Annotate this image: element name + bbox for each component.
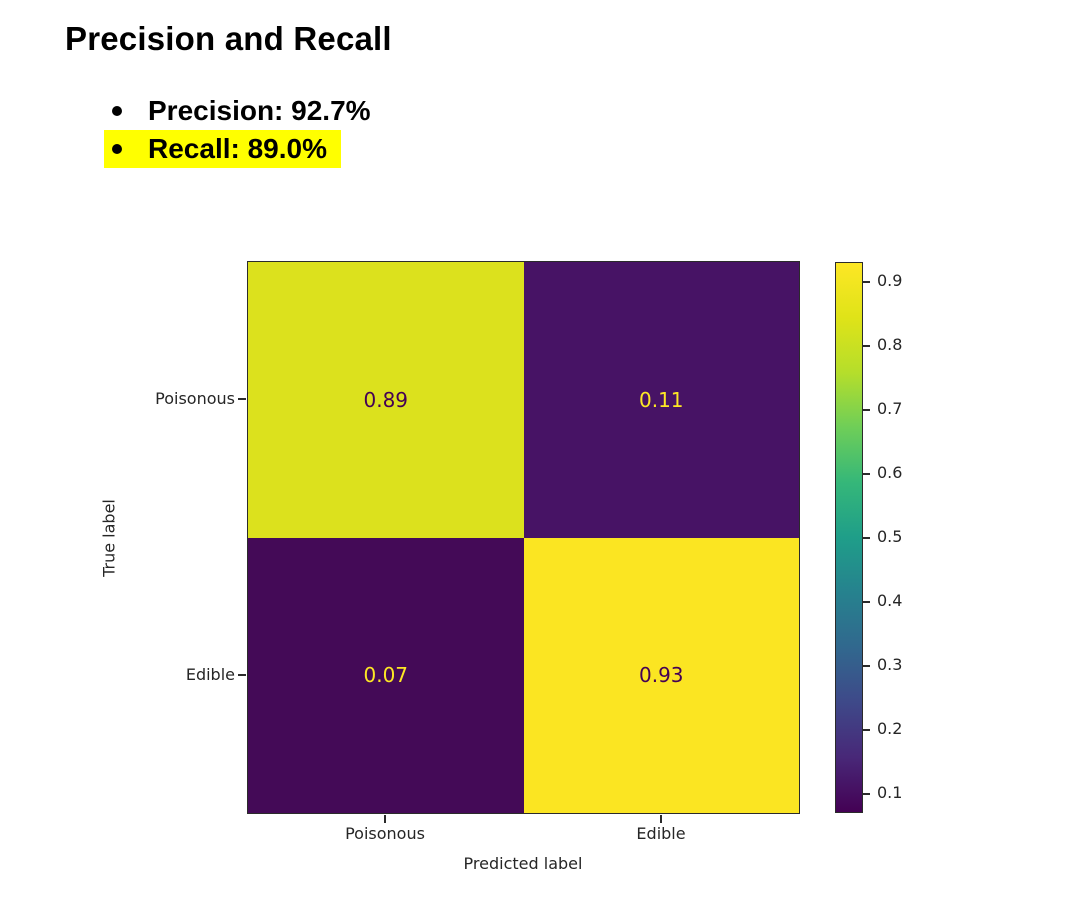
page-title: Precision and Recall <box>65 20 392 57</box>
y-tick-mark <box>238 398 246 400</box>
y-axis-title: True label <box>99 499 119 577</box>
colorbar-tick-mark <box>863 793 870 795</box>
colorbar-tick-label: 0.3 <box>877 655 903 674</box>
y-tick-label-edible: Edible <box>185 665 235 684</box>
colorbar-tick-label: 0.1 <box>877 783 903 802</box>
colorbar-tick-mark <box>863 473 870 475</box>
y-tick-label-poisonous: Poisonous <box>155 389 235 408</box>
metric-recall-text: Recall: 89.0% <box>148 133 327 164</box>
matrix-cell-edible-edible: 0.93 <box>523 537 799 813</box>
colorbar-tick-label: 0.2 <box>877 719 903 738</box>
x-tick-label-edible: Edible <box>636 824 686 843</box>
colorbar-tick-mark <box>863 409 870 411</box>
metrics-list: Precision: 92.7% Recall: 89.0% <box>104 92 385 168</box>
x-axis-title: Predicted label <box>463 854 583 873</box>
metric-precision: Precision: 92.7% <box>104 92 385 130</box>
colorbar-tick-label: 0.4 <box>877 591 903 610</box>
x-tick-mark <box>660 815 662 823</box>
colorbar-tick-label: 0.7 <box>877 399 903 418</box>
colorbar-tick-mark <box>863 729 870 731</box>
matrix-cell-edible-poisonous: 0.07 <box>248 537 524 813</box>
x-tick-mark <box>384 815 386 823</box>
colorbar-tick-mark <box>863 601 870 603</box>
x-tick-label-poisonous: Poisonous <box>345 824 425 843</box>
colorbar-tick-mark <box>863 345 870 347</box>
colorbar-tick-label: 0.5 <box>877 527 903 546</box>
metric-recall: Recall: 89.0% <box>104 130 341 168</box>
y-tick-mark <box>238 674 246 676</box>
bullet-icon <box>112 106 122 116</box>
colorbar-tick-mark <box>863 281 870 283</box>
matrix-cell-poisonous-edible: 0.11 <box>523 262 799 538</box>
metric-precision-text: Precision: 92.7% <box>148 95 371 126</box>
colorbar-tick-label: 0.8 <box>877 335 903 354</box>
colorbar-tick-label: 0.9 <box>877 271 903 290</box>
colorbar-tick-mark <box>863 537 870 539</box>
colorbar-gradient <box>835 262 863 813</box>
colorbar-tick-label: 0.6 <box>877 463 903 482</box>
bullet-icon <box>112 144 122 154</box>
matrix-cell-poisonous-poisonous: 0.89 <box>248 262 524 538</box>
confusion-matrix: 0.89 0.11 0.07 0.93 <box>247 261 800 814</box>
colorbar-tick-mark <box>863 665 870 667</box>
